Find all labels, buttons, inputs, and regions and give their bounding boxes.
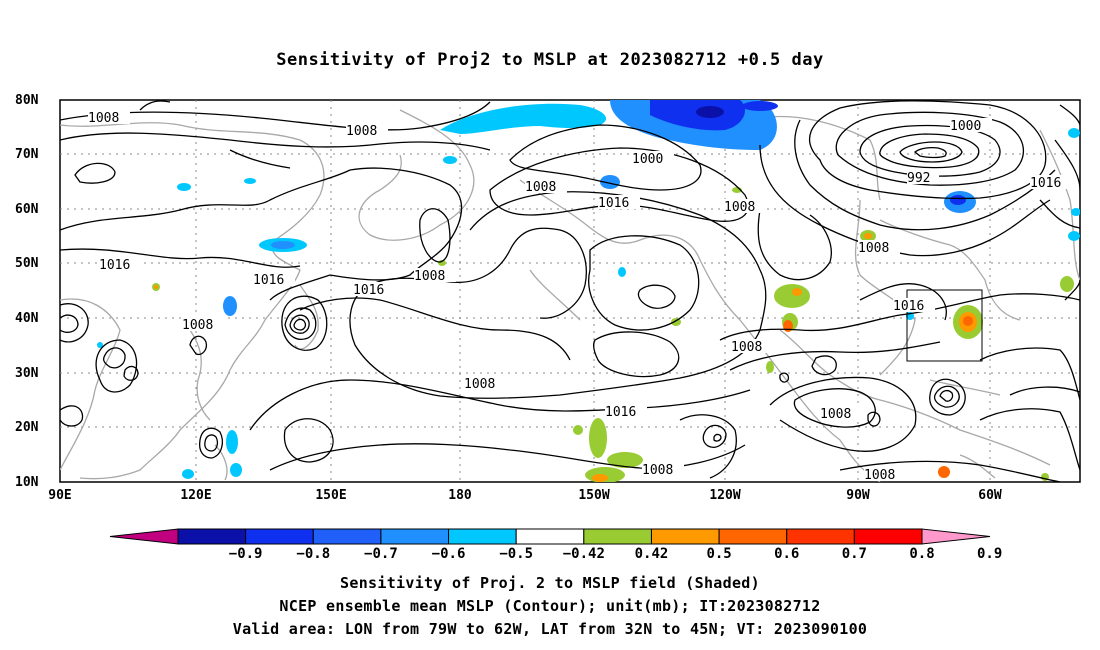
colorbar-arrow-right (921, 528, 991, 545)
plot-frame (59, 99, 1081, 483)
colorbar-tick-label: −0.8 (296, 546, 330, 562)
colorbar-swatch (650, 528, 720, 545)
contour-label: 1000 (632, 152, 663, 167)
contour-label: 1008 (525, 180, 556, 195)
gridlines (60, 100, 1080, 482)
colorbar-swatch (853, 528, 923, 545)
contour-label: 1008 (724, 200, 755, 215)
lon-label: 90E (48, 488, 71, 503)
contour-label: 1016 (1030, 176, 1061, 191)
colorbar-swatch (448, 528, 517, 545)
lat-label: 80N (15, 93, 39, 108)
colorbar-swatch (245, 528, 314, 545)
contour-label: 1008 (731, 340, 762, 355)
colorbar-swatch (786, 528, 855, 545)
contour-label: 1008 (346, 124, 377, 139)
mslp-contours (60, 100, 1080, 482)
contour-label: 1008 (88, 111, 119, 126)
colorbar-tick-label: 0.8 (909, 546, 934, 562)
contour-label: 1000 (950, 119, 981, 134)
colorbar-tick-label: −0.6 (432, 546, 466, 562)
contour-label: 1016 (99, 258, 130, 273)
contour-labels: 1008 1008 1000 1000 992 1016 1008 1016 1… (88, 110, 1072, 483)
lat-label: 50N (15, 256, 39, 271)
caption-contour: NCEP ensemble mean MSLP (Contour); unit(… (279, 597, 821, 615)
colorbar-tick-label: −0.42 (563, 546, 605, 562)
lat-label: 60N (15, 202, 39, 217)
colorbar-swatch (718, 528, 788, 545)
contour-label: 1008 (414, 269, 445, 284)
contour-label: 1016 (598, 196, 629, 211)
colorbar-tick-label: 0.9 (977, 546, 1002, 562)
contour-label: 1016 (893, 299, 924, 314)
colorbar-tick-label: −0.5 (499, 546, 533, 562)
figure-title: Sensitivity of Proj2 to MSLP at 20230827… (276, 50, 824, 70)
colorbar-tick-label: 0.6 (774, 546, 799, 562)
lon-label: 150E (315, 488, 346, 503)
colorbar-arrow-left (109, 528, 179, 545)
sensitivity-shading (97, 100, 1080, 482)
contour-label: 1016 (253, 273, 284, 288)
lon-label: 60W (978, 488, 1002, 503)
colorbar-swatch (380, 528, 450, 545)
colorbar-tick-label: 0.42 (635, 546, 669, 562)
contour-label: 992 (907, 171, 930, 186)
contour-label: 1008 (642, 463, 673, 478)
lat-label: 20N (15, 420, 39, 435)
colorbar-tick-label: 0.5 (706, 546, 731, 562)
contour-label: 1016 (353, 283, 384, 298)
lon-label: 120W (709, 488, 740, 503)
lon-label: 150W (578, 488, 609, 503)
colorbar-swatch (177, 528, 247, 545)
contour-label: 1008 (864, 468, 895, 483)
caption-valid-area: Valid area: LON from 79W to 62W, LAT fro… (232, 620, 868, 638)
contour-label: 1008 (858, 241, 889, 256)
valid-area-box (906, 289, 983, 362)
lon-label: 180 (448, 488, 472, 503)
colorbar-tick-label: −0.9 (229, 546, 263, 562)
lat-label: 30N (15, 366, 39, 381)
caption-shaded: Sensitivity of Proj. 2 to MSLP field (Sh… (340, 574, 760, 592)
axis-labels: 80N 70N 60N 50N 40N 30N 20N 10N 90E 120E… (15, 93, 1002, 503)
contour-label: 1016 (605, 405, 636, 420)
lat-label: 40N (15, 311, 39, 326)
lat-label: 10N (15, 475, 39, 490)
contour-label: 1008 (182, 318, 213, 333)
lon-label: 120E (180, 488, 211, 503)
lon-label: 90W (846, 488, 870, 503)
contour-label: 1008 (464, 377, 495, 392)
colorbar-tick-label: −0.7 (364, 546, 398, 562)
colorbar-tick-label: 0.7 (842, 546, 867, 562)
contour-label: 1008 (820, 407, 851, 422)
colorbar-swatch (312, 528, 382, 545)
colorbar: −0.9 −0.8 −0.7 −0.6 −0.5 −0.42 0.42 0.5 0.6 0.7 0.… (109, 528, 1002, 562)
lat-label: 70N (15, 147, 39, 162)
colorbar-swatch (583, 528, 652, 545)
colorbar-swatch (515, 528, 585, 545)
